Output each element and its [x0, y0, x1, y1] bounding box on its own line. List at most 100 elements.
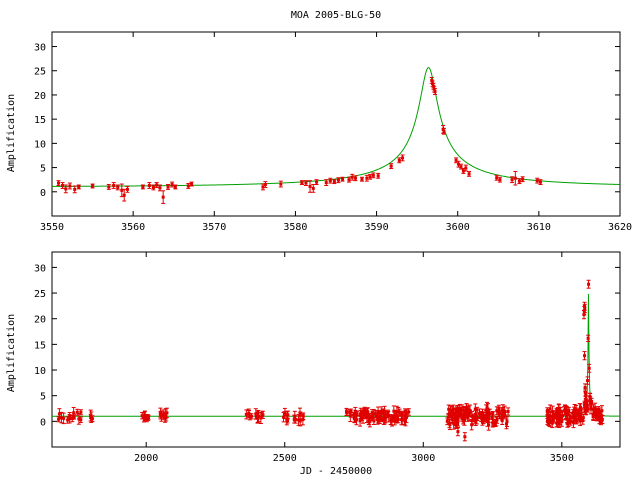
- upper-x-tick-label: 3570: [202, 222, 226, 233]
- lower-data-point: [298, 411, 303, 417]
- lower-x-tick-label: 3000: [411, 453, 435, 464]
- upper-data-point: [67, 182, 72, 190]
- upper-data-point: [350, 173, 355, 181]
- upper-data-point: [311, 184, 316, 193]
- lower-data-point: [244, 409, 249, 420]
- upper-y-tick-label: 20: [34, 91, 46, 102]
- upper-y-tick-label: 25: [34, 67, 46, 78]
- lower-data-point: [551, 410, 556, 419]
- lower-panel: 0 5 10 15 20 25 30 2000 2500 3000 3500: [34, 251, 621, 464]
- upper-data-point: [336, 177, 341, 184]
- lower-data-point: [565, 419, 570, 428]
- upper-data-point: [332, 179, 337, 185]
- upper-data-point: [189, 181, 194, 187]
- lower-x-tick-label: 2500: [273, 453, 297, 464]
- lower-data-point: [285, 410, 290, 419]
- lower-data-point: [65, 416, 70, 424]
- upper-plot-frame: [51, 31, 621, 217]
- upper-data-point: [400, 154, 405, 162]
- upper-data-point: [303, 180, 308, 186]
- upper-x-tick-label: 3620: [608, 222, 632, 233]
- lower-data-point: [56, 416, 61, 423]
- lower-data-point: [456, 411, 461, 420]
- upper-data-point: [173, 184, 178, 190]
- upper-data-point: [60, 182, 65, 189]
- upper-data-point: [72, 185, 77, 194]
- upper-data-point: [56, 180, 61, 186]
- lower-data-point: [591, 409, 596, 421]
- lower-model-curve: [52, 293, 621, 417]
- upper-data-point: [324, 179, 329, 186]
- upper-data-point: [122, 188, 127, 202]
- upper-data-point: [125, 185, 130, 193]
- upper-data-point: [368, 173, 373, 180]
- upper-data-point: [90, 183, 95, 189]
- upper-data-point: [166, 184, 171, 190]
- lower-data-point: [462, 432, 467, 442]
- upper-data-point: [359, 176, 364, 182]
- upper-data-point: [328, 177, 333, 184]
- lower-data-point: [502, 410, 507, 417]
- upper-y-tick-label: 5: [40, 164, 46, 175]
- upper-data-point: [76, 184, 81, 190]
- lower-data-point: [281, 412, 286, 423]
- lower-data-point: [473, 409, 478, 419]
- upper-y-axis-label: Amplification: [6, 94, 17, 172]
- lower-data-point: [301, 412, 306, 421]
- lower-data-point: [589, 397, 594, 406]
- upper-data-point: [364, 174, 369, 182]
- lower-data-point: [587, 363, 592, 373]
- upper-data-point: [111, 182, 116, 189]
- lower-y-tick-label: 10: [34, 366, 46, 377]
- lower-y-tick-label: 0: [40, 417, 46, 428]
- lower-data-point: [583, 395, 588, 403]
- lower-data-point: [554, 407, 559, 419]
- upper-x-tick-label: 3580: [283, 222, 307, 233]
- lower-data-point: [72, 413, 77, 420]
- upper-x-tick-label: 3610: [527, 222, 551, 233]
- lower-data-point: [594, 407, 599, 420]
- lower-data-point: [494, 416, 499, 424]
- upper-data-point: [170, 181, 175, 188]
- lower-data-point: [572, 403, 577, 415]
- x-axis-label: JD - 2450000: [300, 466, 372, 477]
- lower-data-point: [383, 411, 388, 420]
- chart-title: MOA 2005-BLG-50: [291, 10, 381, 21]
- lower-y-tick-label: 30: [34, 263, 46, 274]
- lower-data-point: [164, 407, 169, 419]
- upper-x-tick-label: 3560: [121, 222, 145, 233]
- lower-data-point: [487, 408, 492, 419]
- lower-plot-frame: [51, 251, 621, 448]
- lower-data-point: [292, 414, 297, 424]
- lower-data-point: [353, 410, 358, 418]
- lower-data-point: [392, 415, 397, 422]
- lower-data-point: [255, 412, 260, 424]
- upper-y-tick-label: 30: [34, 43, 46, 54]
- lower-data-point: [377, 413, 382, 424]
- lower-data-point: [144, 413, 149, 423]
- lower-data-point: [249, 413, 254, 420]
- upper-data-point: [513, 170, 518, 186]
- lower-data-point: [504, 418, 509, 430]
- upper-data-point: [106, 184, 111, 190]
- lower-data-point: [483, 416, 488, 423]
- lower-data-point: [492, 419, 497, 427]
- upper-data-point: [432, 88, 437, 95]
- lower-data-point: [564, 405, 569, 415]
- lower-data-point: [582, 303, 587, 314]
- lower-data-point: [78, 416, 83, 423]
- lower-data-point: [506, 407, 511, 416]
- lower-data-point: [61, 412, 66, 425]
- lower-data-point: [485, 401, 490, 416]
- lower-data-point: [404, 411, 409, 424]
- lower-data-point: [67, 414, 72, 424]
- lower-data-point: [406, 408, 411, 416]
- upper-data-point: [538, 179, 543, 186]
- upper-data-point: [308, 180, 313, 193]
- upper-data-point: [161, 190, 166, 204]
- lower-data-point: [447, 419, 452, 431]
- upper-data-point: [314, 179, 319, 186]
- lower-data-point: [558, 411, 563, 419]
- lower-data-point: [578, 416, 583, 427]
- lower-data-point: [578, 403, 583, 411]
